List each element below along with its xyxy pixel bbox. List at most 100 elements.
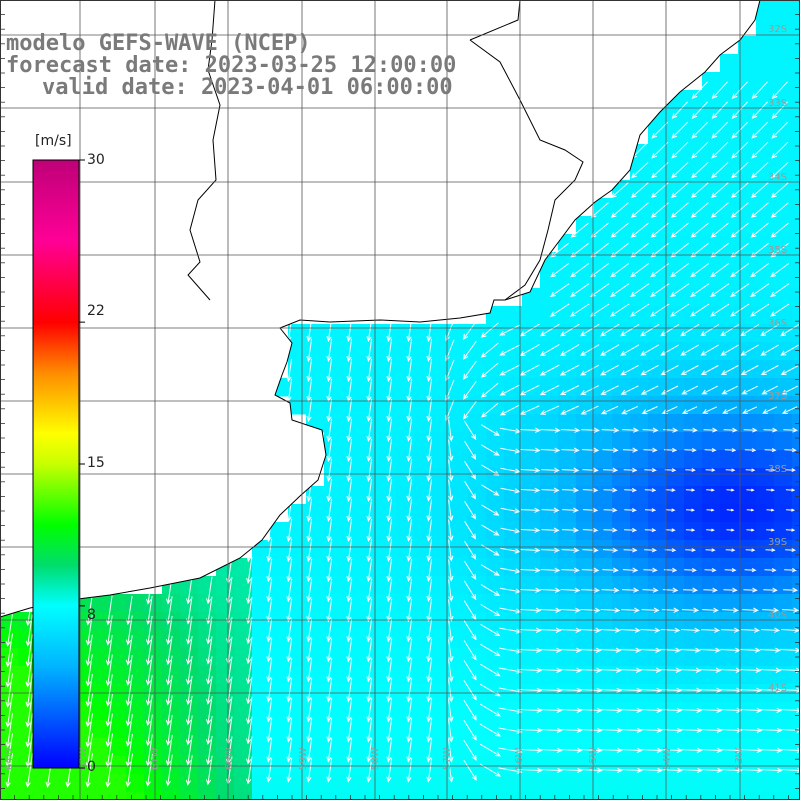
wind-speed-cell [720, 648, 739, 667]
wind-arrow [739, 687, 763, 693]
wind-speed-cell [378, 522, 397, 541]
wind-arrow [326, 598, 333, 623]
wind-arrow [700, 344, 719, 356]
wind-arrow [518, 667, 543, 673]
wind-speed-cell [756, 558, 775, 577]
wind-arrow [538, 687, 563, 693]
wind-speed-cell [432, 612, 451, 631]
wind-arrow [463, 401, 477, 420]
wind-speed-cell [342, 342, 361, 361]
wind-arrow [681, 406, 698, 414]
wind-arrow [286, 578, 293, 603]
wind-arrow [710, 222, 729, 238]
wind-arrow [426, 519, 433, 542]
wind-speed-cell [648, 468, 667, 487]
wind-arrow [326, 638, 333, 663]
wind-arrow [205, 716, 213, 746]
wind-arrow [620, 385, 639, 395]
wind-arrow [579, 344, 600, 356]
wind-speed-cell [522, 774, 541, 793]
wind-arrow [640, 385, 659, 395]
wind-arrow [246, 756, 253, 785]
wind-speed-cell [252, 702, 271, 721]
wind-arrow [125, 694, 133, 727]
wind-arrow [644, 467, 657, 473]
wind-speed-cell [414, 522, 433, 541]
wind-speed-cell [702, 522, 721, 541]
wind-speed-cell [756, 504, 775, 523]
wind-arrow [480, 342, 499, 358]
wind-speed-cell [180, 720, 199, 739]
wind-arrow [541, 487, 560, 493]
wind-speed-cell [576, 378, 595, 397]
wind-arrow [745, 548, 756, 552]
wind-speed-cell [720, 630, 739, 649]
wind-speed-cell [648, 540, 667, 559]
wind-speed-cell [792, 486, 800, 505]
wind-speed-cell [252, 774, 271, 793]
wind-arrow [751, 101, 768, 119]
wind-arrow [306, 658, 313, 683]
latitude-label: 32S [768, 24, 787, 35]
wind-arrow [426, 738, 433, 763]
colorbar-tick: 15 [87, 455, 105, 471]
wind-speed-cell [738, 54, 757, 73]
wind-arrow [266, 698, 273, 723]
wind-speed-cell [414, 378, 433, 397]
wind-arrow [786, 508, 796, 512]
wind-arrow [519, 344, 540, 356]
wind-arrow [726, 488, 735, 492]
wind-arrow [778, 707, 800, 713]
wind-arrow [770, 262, 790, 278]
wind-speed-cell [630, 252, 649, 271]
wind-speed-cell [792, 612, 800, 631]
wind-speed-cell [252, 576, 271, 595]
wind-speed-cell [738, 630, 757, 649]
wind-arrow [780, 344, 800, 356]
wind-arrow [306, 718, 313, 743]
wind-arrow [638, 707, 663, 713]
wind-arrow [558, 687, 583, 693]
wind-speed-cell [648, 666, 667, 685]
wind-arrow [746, 528, 755, 532]
wind-arrow [448, 658, 454, 683]
wind-arrow [751, 141, 769, 159]
wind-speed-cell [576, 270, 595, 289]
wind-arrow [561, 447, 580, 453]
wind-speed-cell [414, 774, 433, 793]
wind-speed-cell [756, 774, 775, 793]
wind-arrow [665, 488, 676, 492]
wind-arrow [766, 488, 775, 492]
wind-speed-cell [324, 792, 343, 800]
wind-arrow [426, 618, 433, 643]
wind-arrow [426, 579, 433, 603]
wind-speed-cell [756, 162, 775, 181]
wind-speed-cell [18, 648, 37, 667]
wind-arrow [480, 362, 499, 378]
wind-arrow [266, 558, 273, 583]
wind-arrow [406, 618, 413, 643]
wind-speed-cell [18, 720, 37, 739]
model-title: modelo GEFS-WAVE (NCEP) [6, 31, 311, 56]
wind-speed-cell [306, 648, 325, 667]
wind-arrow [539, 607, 562, 613]
wind-arrow [186, 616, 193, 645]
wind-speed-cell [108, 774, 127, 793]
wind-speed-cell [774, 468, 793, 487]
wind-speed-cell [468, 738, 487, 757]
wind-arrow [691, 162, 709, 179]
wind-speed-cell [684, 234, 703, 253]
wind-speed-cell [720, 576, 739, 595]
wind-speed-cell [558, 450, 577, 469]
wind-speed-cell [666, 738, 685, 757]
wind-arrow [500, 527, 521, 534]
wind-arrow [766, 528, 775, 532]
wind-speed-cell [468, 612, 487, 631]
wind-speed-cell [666, 666, 685, 685]
wind-speed-cell [108, 756, 127, 775]
wind-speed-cell [792, 162, 800, 181]
wind-speed-cell [702, 540, 721, 559]
wind-speed-cell [0, 756, 19, 775]
wind-speed-cell [576, 486, 595, 505]
wind-speed-cell [126, 666, 145, 685]
